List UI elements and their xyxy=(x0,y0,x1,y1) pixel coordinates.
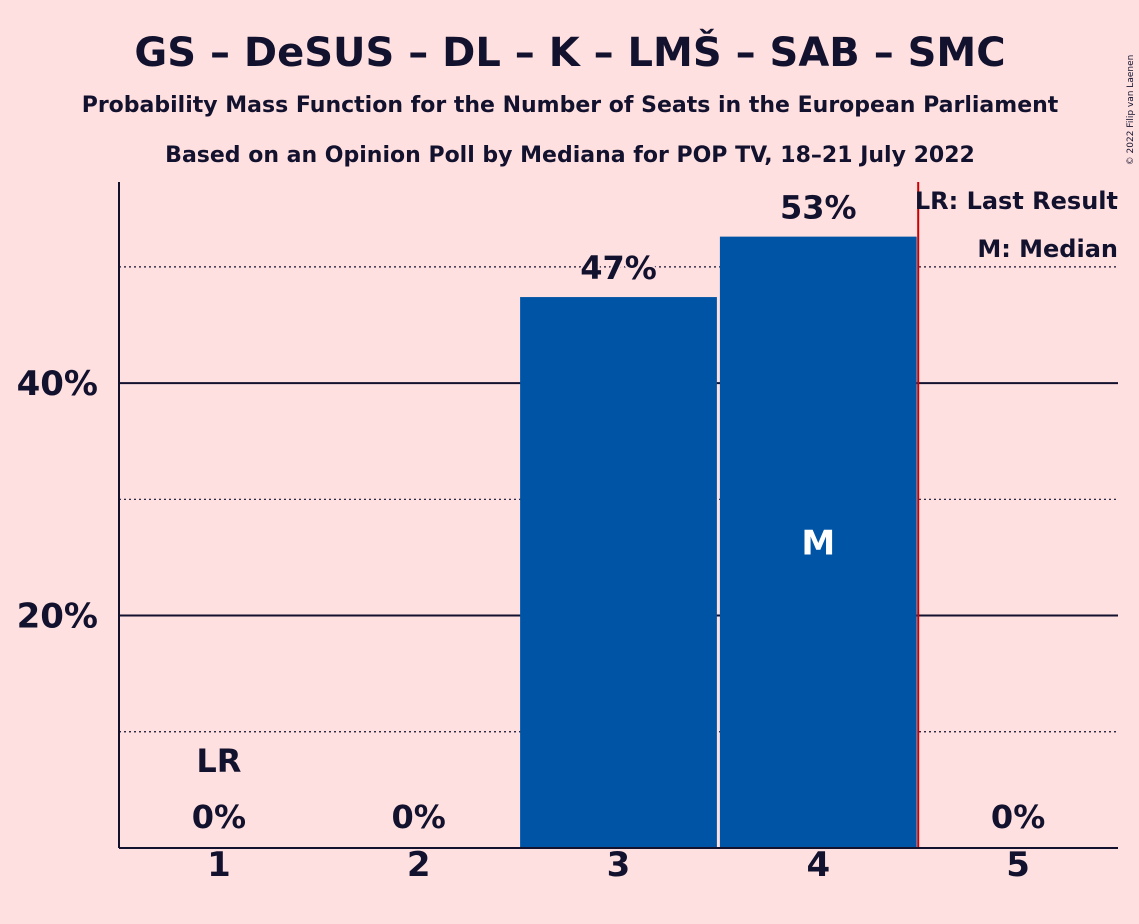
copyright-text: © 2022 Filip van Laenen xyxy=(1126,55,1136,166)
legend-last-result: LR: Last Result xyxy=(915,187,1118,215)
y-tick-label: 20% xyxy=(17,597,98,637)
value-label: 47% xyxy=(580,249,657,287)
value-label: 0% xyxy=(392,798,446,836)
value-label: 0% xyxy=(991,798,1045,836)
bars xyxy=(520,182,920,848)
x-tick-label: 3 xyxy=(607,845,631,885)
legend-median: M: Median xyxy=(977,235,1118,263)
value-label: 53% xyxy=(780,189,857,227)
bar-3 xyxy=(520,297,717,848)
median-marker: M xyxy=(801,523,835,563)
chart-subtitle-1: Probability Mass Function for the Number… xyxy=(82,93,1059,118)
labels: 20% 40% 0% 0% 47% 53% 0% 1 2 3 4 5 LR M xyxy=(17,187,1046,885)
x-tick-label: 1 xyxy=(207,845,231,885)
last-result-marker: LR xyxy=(196,742,241,780)
bar-4 xyxy=(719,236,917,848)
chart-subtitle-2: Based on an Opinion Poll by Mediana for … xyxy=(165,143,975,168)
x-tick-label: 5 xyxy=(1006,845,1030,885)
y-tick-label: 40% xyxy=(17,364,98,404)
x-tick-label: 4 xyxy=(806,845,830,885)
chart-title: GS – DeSUS – DL – K – LMŠ – SAB – SMC xyxy=(134,28,1005,76)
value-label: 0% xyxy=(192,798,246,836)
x-tick-label: 2 xyxy=(407,845,431,885)
